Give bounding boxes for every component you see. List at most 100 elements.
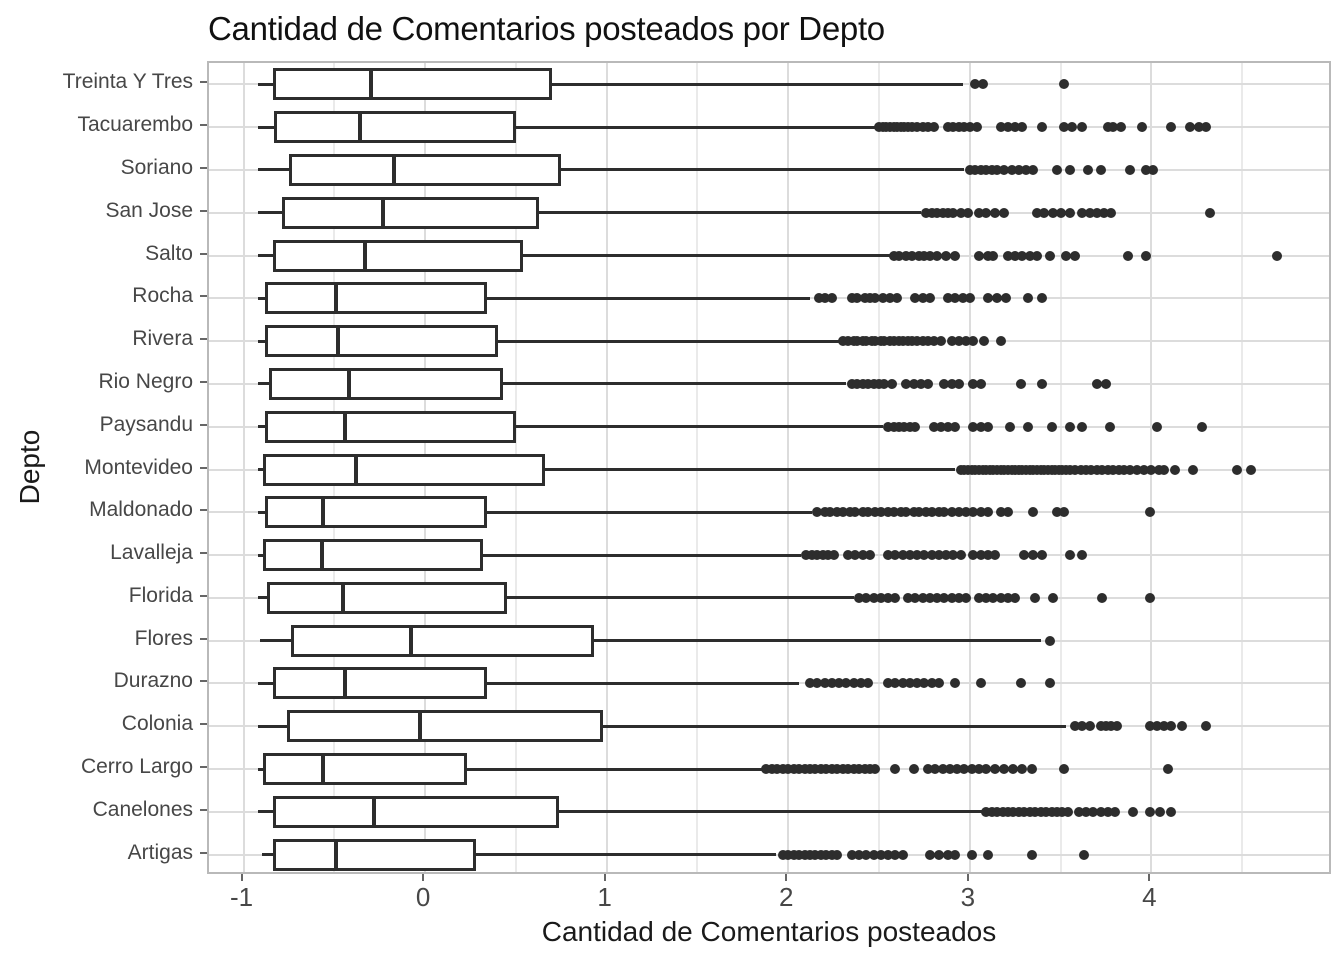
outlier-point xyxy=(973,592,984,603)
outlier-point xyxy=(946,378,957,389)
outlier-point xyxy=(1084,207,1095,218)
x-tick-mark xyxy=(422,874,425,881)
outlier-point xyxy=(1170,464,1181,475)
outlier-point xyxy=(1002,806,1013,817)
outlier-point xyxy=(982,250,993,261)
x-tick-label: 0 xyxy=(415,882,431,912)
outlier-point xyxy=(883,849,894,860)
outlier-point xyxy=(906,122,917,133)
outlier-point xyxy=(1073,806,1084,817)
outlier-point xyxy=(1002,250,1013,261)
outlier-point xyxy=(1110,806,1121,817)
outlier-point xyxy=(901,507,912,518)
outlier-point xyxy=(857,550,868,561)
outlier-point xyxy=(870,293,881,304)
outlier-point xyxy=(1066,122,1077,133)
whisker-low xyxy=(258,382,269,386)
outlier-point xyxy=(1122,250,1133,261)
median-line xyxy=(354,453,359,486)
outlier-point xyxy=(832,507,843,518)
outlier-point xyxy=(975,678,986,689)
outlier-point xyxy=(995,507,1006,518)
outlier-point xyxy=(843,764,854,775)
outlier-point xyxy=(995,592,1006,603)
outlier-point xyxy=(982,507,993,518)
outlier-point xyxy=(901,250,912,261)
outlier-point xyxy=(890,592,901,603)
outlier-point xyxy=(1017,250,1028,261)
outlier-point xyxy=(826,293,837,304)
outlier-point xyxy=(1082,164,1093,175)
median-line xyxy=(392,153,397,186)
outlier-point xyxy=(1204,207,1215,218)
whisker-high xyxy=(503,382,847,386)
outlier-point xyxy=(826,764,837,775)
outlier-point xyxy=(861,849,872,860)
x-tick-mark xyxy=(966,874,969,881)
outlier-point xyxy=(1017,764,1028,775)
outlier-point xyxy=(950,293,961,304)
outlier-point xyxy=(912,336,923,347)
outlier-point xyxy=(1124,164,1135,175)
outlier-point xyxy=(957,293,968,304)
outlier-point xyxy=(1055,207,1066,218)
outlier-point xyxy=(1064,164,1075,175)
outlier-point xyxy=(904,421,915,432)
y-tick-mark xyxy=(200,209,207,212)
outlier-point xyxy=(943,293,954,304)
outlier-point xyxy=(1159,721,1170,732)
outlier-point xyxy=(864,550,875,561)
median-line xyxy=(417,710,422,743)
outlier-point xyxy=(1137,122,1148,133)
outlier-point xyxy=(1006,164,1017,175)
outlier-point xyxy=(1188,464,1199,475)
outlier-point xyxy=(999,207,1010,218)
outlier-point xyxy=(966,764,977,775)
outlier-point xyxy=(1037,293,1048,304)
outlier-point xyxy=(1051,507,1062,518)
outlier-point xyxy=(874,378,885,389)
outlier-point xyxy=(941,550,952,561)
whisker-high xyxy=(523,254,890,258)
outlier-point xyxy=(966,849,977,860)
outlier-point xyxy=(1102,464,1113,475)
outlier-point xyxy=(861,336,872,347)
outlier-point xyxy=(975,507,986,518)
outlier-point xyxy=(959,122,970,133)
outlier-point xyxy=(968,378,979,389)
outlier-point xyxy=(1104,421,1115,432)
outlier-point xyxy=(1039,207,1050,218)
outlier-point xyxy=(848,764,859,775)
outlier-point xyxy=(1064,207,1075,218)
outlier-point xyxy=(1015,678,1026,689)
outlier-point xyxy=(964,164,975,175)
outlier-point xyxy=(823,550,834,561)
outlier-point xyxy=(919,678,930,689)
y-tick-label: Rivera xyxy=(132,327,193,351)
outlier-point xyxy=(904,550,915,561)
median-line xyxy=(321,496,326,529)
outlier-point xyxy=(805,678,816,689)
outlier-point xyxy=(928,336,939,347)
outlier-point xyxy=(1102,806,1113,817)
outlier-point xyxy=(1059,122,1070,133)
whisker-high xyxy=(593,639,1041,643)
y-tick-mark xyxy=(200,594,207,597)
y-tick-mark xyxy=(200,466,207,469)
outlier-point xyxy=(826,678,837,689)
outlier-point xyxy=(1022,293,1033,304)
outlier-point xyxy=(1091,207,1102,218)
outlier-point xyxy=(941,250,952,261)
outlier-point xyxy=(1028,550,1039,561)
outlier-point xyxy=(897,550,908,561)
outlier-point xyxy=(981,806,992,817)
outlier-point xyxy=(895,507,906,518)
outlier-point xyxy=(917,592,928,603)
outlier-point xyxy=(850,550,861,561)
y-tick-label: Durazno xyxy=(113,669,193,693)
outlier-point xyxy=(926,678,937,689)
box-florida xyxy=(267,581,507,614)
outlier-point xyxy=(817,550,828,561)
y-tick-label: Colonia xyxy=(121,712,193,736)
outlier-point xyxy=(1070,721,1081,732)
